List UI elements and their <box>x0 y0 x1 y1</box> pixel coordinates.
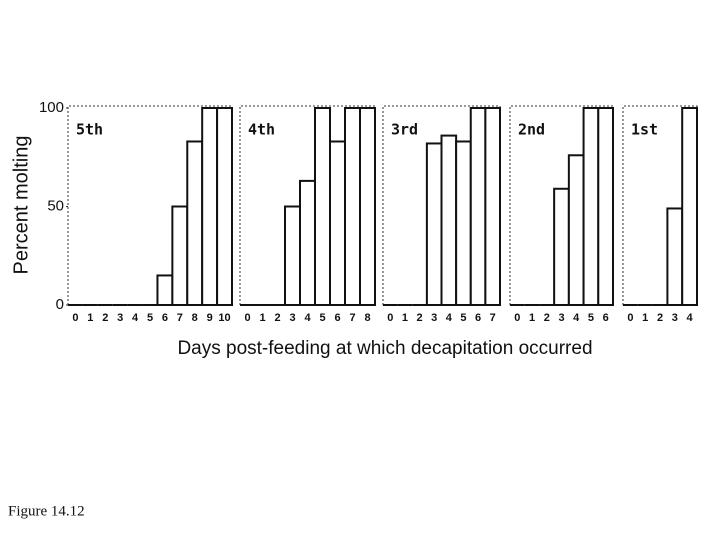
bar <box>314 107 331 306</box>
x-tick-label: 4 <box>304 312 311 324</box>
bar <box>484 107 501 306</box>
x-tick-label: 5 <box>460 312 466 324</box>
bar <box>344 107 361 306</box>
panel-title: 2nd <box>518 121 545 139</box>
panel-frame <box>382 105 501 305</box>
bar <box>156 274 174 307</box>
bar <box>201 107 219 306</box>
x-tick-label: 3 <box>558 312 564 324</box>
x-tick-label: 3 <box>431 312 437 324</box>
x-tick-label: 2 <box>102 312 108 324</box>
x-tick-label: 4 <box>446 312 453 324</box>
bar <box>440 134 458 306</box>
x-tick-label: 7 <box>349 312 355 324</box>
x-tick-label: 0 <box>387 312 393 324</box>
panel-title: 5th <box>76 121 103 139</box>
panel-title: 4th <box>248 121 275 139</box>
y-axis-label: Percent molting <box>10 136 32 275</box>
panel-frame <box>67 105 233 305</box>
x-tick-label: 3 <box>117 312 123 324</box>
caption: Figure 14.12 <box>8 503 85 519</box>
x-tick-label: 9 <box>207 312 213 324</box>
y-tick-label: 100 <box>39 99 64 116</box>
x-tick-label: 5 <box>319 312 325 324</box>
x-tick-label: 1 <box>529 312 535 324</box>
bar <box>666 207 684 306</box>
x-tick-label: 4 <box>573 312 580 324</box>
x-tick-label: 5 <box>588 312 594 324</box>
bar <box>284 205 301 306</box>
bar <box>455 140 472 306</box>
bar <box>186 140 204 306</box>
x-tick-label: 2 <box>417 312 423 324</box>
x-tick-label: 0 <box>514 312 520 324</box>
bar <box>299 179 316 306</box>
bar <box>582 107 600 306</box>
x-tick-label: 1 <box>259 312 265 324</box>
bar <box>425 142 443 306</box>
bar <box>171 205 189 306</box>
x-tick-label: 1 <box>402 312 408 324</box>
x-tick-label: 6 <box>603 312 609 324</box>
bar <box>567 154 585 306</box>
y-tick-label: 50 <box>47 197 64 214</box>
x-tick-label: 8 <box>192 312 198 324</box>
x-tick-label: 6 <box>334 312 340 324</box>
x-tick-label: 4 <box>132 312 139 324</box>
panel-title: 3rd <box>391 121 418 139</box>
bar <box>597 107 614 306</box>
bar <box>553 187 570 307</box>
x-tick-label: 6 <box>475 312 481 324</box>
x-axis-label: Days post-feeding at which decapitation … <box>177 338 592 359</box>
x-tick-label: 7 <box>490 312 496 324</box>
x-tick-label: 8 <box>364 312 370 324</box>
x-tick-label: 7 <box>177 312 183 324</box>
x-tick-label: 0 <box>627 312 633 324</box>
bar <box>216 107 234 306</box>
x-tick-label: 0 <box>72 312 78 324</box>
x-tick-label: 2 <box>657 312 663 324</box>
bar <box>681 107 699 306</box>
x-tick-label: 0 <box>244 312 250 324</box>
panel-title: 1st <box>631 121 658 139</box>
bar <box>329 140 346 306</box>
x-tick-label: 3 <box>289 312 295 324</box>
bar <box>469 107 487 306</box>
x-tick-label: 5 <box>147 312 153 324</box>
x-tick-label: 6 <box>162 312 168 324</box>
x-tick-label: 2 <box>274 312 280 324</box>
bar <box>359 107 376 306</box>
x-tick-label: 3 <box>672 312 678 324</box>
x-tick-label: 10 <box>218 312 230 324</box>
y-tick-label: 0 <box>56 296 64 313</box>
x-tick-label: 1 <box>87 312 93 324</box>
x-tick-label: 4 <box>687 312 694 324</box>
x-tick-label: 2 <box>544 312 550 324</box>
x-tick-label: 1 <box>642 312 648 324</box>
